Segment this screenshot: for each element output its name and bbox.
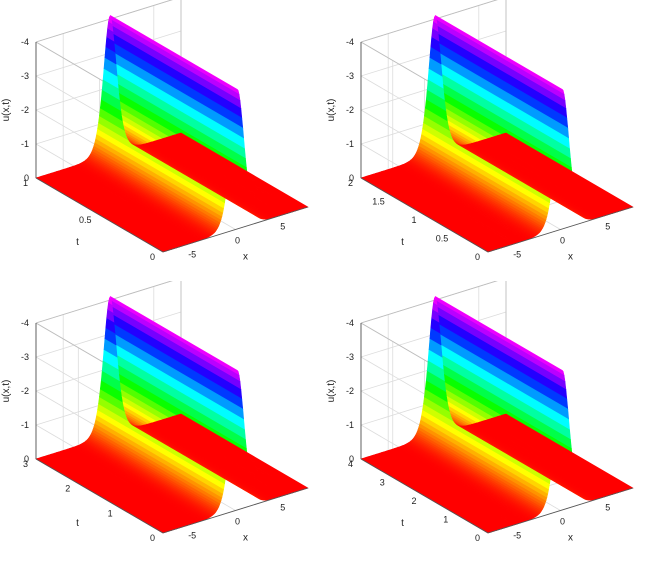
x-tick-label: 5	[605, 502, 610, 512]
axis-lines	[35, 323, 309, 534]
t-tick-label: 2	[348, 178, 353, 188]
z-tick-label: -4	[346, 37, 354, 47]
t-tick-label: 1.5	[372, 197, 385, 207]
z-tick-label: -3	[346, 352, 354, 362]
z-tick-label: -4	[21, 37, 29, 47]
z-axis-label: u(x,t)	[326, 99, 337, 122]
t-tick-label: 1	[443, 515, 448, 525]
x-tick-label: 0	[560, 236, 565, 246]
t-tick-label: 1	[411, 215, 416, 225]
t-tick-label: 2	[411, 496, 416, 506]
surface-plot-2: 0 -1 -2 -3 -4 -5 0 5 0 0.5 1 1.5 2 u(x,t) x t	[326, 0, 634, 263]
z-tick-label: -3	[21, 352, 29, 362]
z-tick-label: -2	[21, 105, 29, 115]
z-tick-label: -3	[346, 71, 354, 81]
soliton-surface	[35, 15, 309, 253]
z-axis-label: u(x,t)	[1, 99, 12, 122]
z-tick-label: -4	[21, 318, 29, 328]
t-tick-label: 0.5	[436, 234, 449, 244]
z-tick-label: -3	[21, 71, 29, 81]
x-tick-label: 0	[235, 236, 240, 246]
x-tick-label: 0	[235, 517, 240, 527]
z-tick-label: -1	[21, 420, 29, 430]
z-tick-label: -1	[346, 139, 354, 149]
t-axis-label: t	[401, 518, 404, 529]
z-tick-label: 0	[349, 454, 354, 464]
t-tick-label: 4	[348, 459, 353, 469]
axis-lines	[360, 42, 634, 253]
z-tick-label: -1	[346, 420, 354, 430]
z-tick-label: 0	[24, 454, 29, 464]
axis-lines	[35, 42, 309, 253]
x-axis-label: x	[243, 533, 248, 544]
z-tick-label: -4	[346, 318, 354, 328]
t-tick-label: 3	[23, 459, 28, 469]
t-tick-label: 0	[150, 533, 155, 543]
x-tick-label: -5	[188, 531, 196, 541]
t-tick-label: 0	[475, 252, 480, 262]
x-axis-label: x	[568, 533, 573, 544]
t-axis-label: t	[401, 237, 404, 248]
x-tick-label: 5	[280, 221, 285, 231]
t-tick-label: 0.5	[79, 215, 92, 225]
x-axis-label: x	[243, 252, 248, 263]
z-axis-label: u(x,t)	[326, 380, 337, 403]
z-tick-label: -2	[21, 386, 29, 396]
t-tick-label: 1	[108, 508, 113, 518]
t-axis-label: t	[76, 237, 79, 248]
z-tick-label: 0	[24, 173, 29, 183]
x-tick-label: -5	[513, 531, 521, 541]
soliton-surface	[35, 296, 309, 534]
t-tick-label: 0	[475, 533, 480, 543]
x-tick-label: 0	[560, 517, 565, 527]
t-tick-label: 1	[23, 178, 28, 188]
t-tick-label: 0	[150, 252, 155, 262]
z-tick-label: -2	[346, 105, 354, 115]
surface-plot-3: 0 -1 -2 -3 -4 -5 0 5 0 1 2 3 u(x,t) x t	[1, 281, 309, 544]
x-tick-label: 5	[605, 221, 610, 231]
x-tick-label: -5	[188, 250, 196, 260]
t-tick-label: 3	[380, 478, 385, 488]
z-tick-label: 0	[349, 173, 354, 183]
x-tick-label: 5	[280, 502, 285, 512]
surface-plot-4: 0 -1 -2 -3 -4 -5 0 5 0 1 2 3 4 u(x,t) x t	[326, 281, 634, 544]
soliton-surface	[360, 296, 634, 534]
z-axis-label: u(x,t)	[1, 380, 12, 403]
x-axis-label: x	[568, 252, 573, 263]
z-tick-label: -2	[346, 386, 354, 396]
t-tick-label: 2	[65, 484, 70, 494]
axis-lines	[360, 323, 634, 534]
surface-plot-1: 0 -1 -2 -3 -4 -5 0 5 0 0.5 1 u(x,t) x t	[1, 0, 309, 263]
t-axis-label: t	[76, 518, 79, 529]
x-tick-label: -5	[513, 250, 521, 260]
z-tick-label: -1	[21, 139, 29, 149]
